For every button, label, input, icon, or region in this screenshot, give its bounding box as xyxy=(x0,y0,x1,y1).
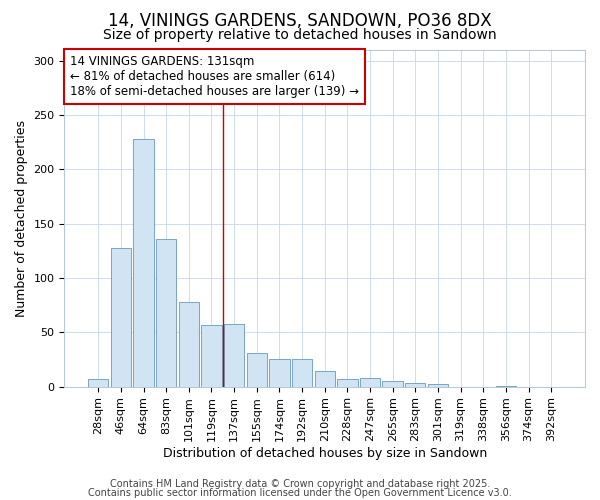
Bar xyxy=(88,379,109,386)
Bar xyxy=(224,324,244,386)
Bar xyxy=(156,239,176,386)
Bar xyxy=(179,302,199,386)
Bar xyxy=(382,381,403,386)
Bar xyxy=(201,324,221,386)
Text: Size of property relative to detached houses in Sandown: Size of property relative to detached ho… xyxy=(103,28,497,42)
Bar xyxy=(269,360,290,386)
Text: 14, VININGS GARDENS, SANDOWN, PO36 8DX: 14, VININGS GARDENS, SANDOWN, PO36 8DX xyxy=(108,12,492,30)
Bar xyxy=(360,378,380,386)
Bar xyxy=(405,384,425,386)
Text: Contains HM Land Registry data © Crown copyright and database right 2025.: Contains HM Land Registry data © Crown c… xyxy=(110,479,490,489)
Text: Contains public sector information licensed under the Open Government Licence v3: Contains public sector information licen… xyxy=(88,488,512,498)
Bar xyxy=(314,372,335,386)
Bar xyxy=(133,139,154,386)
Bar xyxy=(292,360,312,386)
Bar xyxy=(247,353,267,386)
X-axis label: Distribution of detached houses by size in Sandown: Distribution of detached houses by size … xyxy=(163,447,487,460)
Bar xyxy=(428,384,448,386)
Y-axis label: Number of detached properties: Number of detached properties xyxy=(15,120,28,317)
Bar xyxy=(337,379,358,386)
Bar xyxy=(111,248,131,386)
Text: 14 VININGS GARDENS: 131sqm
← 81% of detached houses are smaller (614)
18% of sem: 14 VININGS GARDENS: 131sqm ← 81% of deta… xyxy=(70,55,359,98)
